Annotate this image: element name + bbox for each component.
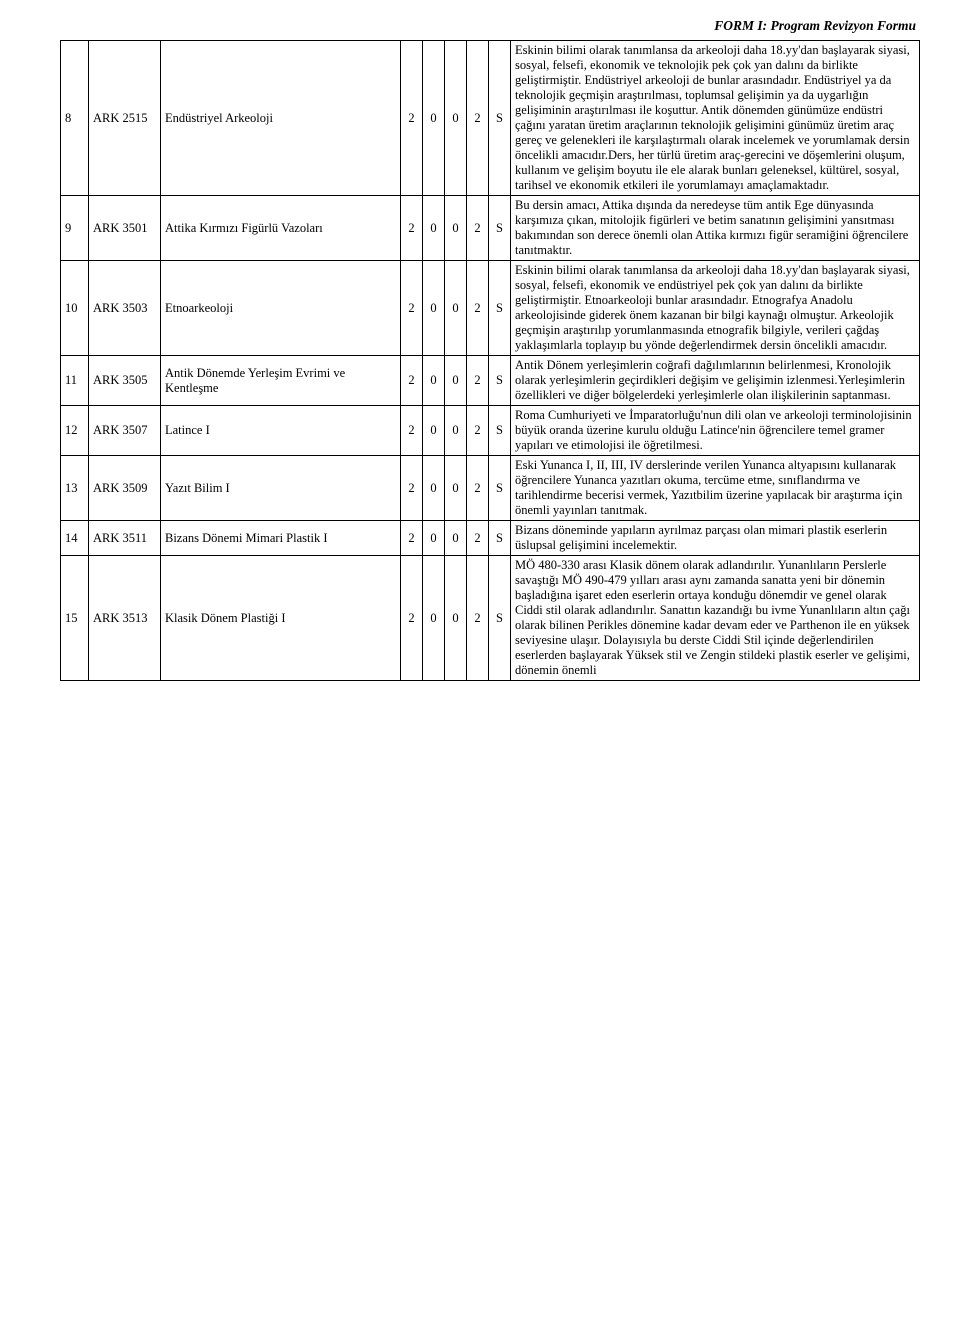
col-c: 0 (445, 261, 467, 356)
col-c: 0 (445, 406, 467, 456)
col-e: S (489, 196, 511, 261)
col-c: 0 (445, 41, 467, 196)
course-title: Klasik Dönem Plastiği I (161, 556, 401, 681)
col-e: S (489, 456, 511, 521)
course-code: ARK 3505 (89, 356, 161, 406)
row-index: 14 (61, 521, 89, 556)
col-b: 0 (423, 196, 445, 261)
col-b: 0 (423, 406, 445, 456)
course-code: ARK 2515 (89, 41, 161, 196)
col-b: 0 (423, 556, 445, 681)
row-index: 10 (61, 261, 89, 356)
col-b: 0 (423, 356, 445, 406)
course-description: Bu dersin amacı, Attika dışında da nered… (511, 196, 920, 261)
col-c: 0 (445, 196, 467, 261)
row-index: 9 (61, 196, 89, 261)
table-row: 11ARK 3505Antik Dönemde Yerleşim Evrimi … (61, 356, 920, 406)
col-e: S (489, 556, 511, 681)
col-e: S (489, 521, 511, 556)
course-title: Antik Dönemde Yerleşim Evrimi ve Kentleş… (161, 356, 401, 406)
course-code: ARK 3503 (89, 261, 161, 356)
col-b: 0 (423, 261, 445, 356)
course-description: MÖ 480-330 arası Klasik dönem olarak adl… (511, 556, 920, 681)
course-description: Roma Cumhuriyeti ve İmparatorluğu'nun di… (511, 406, 920, 456)
course-title: Endüstriyel Arkeoloji (161, 41, 401, 196)
course-title: Bizans Dönemi Mimari Plastik I (161, 521, 401, 556)
course-code: ARK 3501 (89, 196, 161, 261)
table-row: 15ARK 3513Klasik Dönem Plastiği I2002SMÖ… (61, 556, 920, 681)
row-index: 12 (61, 406, 89, 456)
row-index: 13 (61, 456, 89, 521)
col-a: 2 (401, 41, 423, 196)
course-code: ARK 3509 (89, 456, 161, 521)
col-c: 0 (445, 356, 467, 406)
col-e: S (489, 406, 511, 456)
col-c: 0 (445, 521, 467, 556)
col-e: S (489, 261, 511, 356)
col-d: 2 (467, 406, 489, 456)
col-d: 2 (467, 261, 489, 356)
course-title: Etnoarkeoloji (161, 261, 401, 356)
col-c: 0 (445, 456, 467, 521)
course-description: Antik Dönem yerleşimlerin coğrafi dağılı… (511, 356, 920, 406)
course-description: Eskinin bilimi olarak tanımlansa da arke… (511, 261, 920, 356)
col-d: 2 (467, 456, 489, 521)
col-b: 0 (423, 521, 445, 556)
col-e: S (489, 356, 511, 406)
row-index: 11 (61, 356, 89, 406)
table-row: 13ARK 3509Yazıt Bilim I2002SEski Yunanca… (61, 456, 920, 521)
table-row: 10ARK 3503Etnoarkeoloji2002SEskinin bili… (61, 261, 920, 356)
course-title: Yazıt Bilim I (161, 456, 401, 521)
col-e: S (489, 41, 511, 196)
col-d: 2 (467, 41, 489, 196)
table-row: 9ARK 3501Attika Kırmızı Figürlü Vazoları… (61, 196, 920, 261)
course-code: ARK 3513 (89, 556, 161, 681)
col-a: 2 (401, 356, 423, 406)
col-c: 0 (445, 556, 467, 681)
course-description: Bizans döneminde yapıların ayrılmaz parç… (511, 521, 920, 556)
table-row: 12ARK 3507Latince I2002SRoma Cumhuriyeti… (61, 406, 920, 456)
course-code: ARK 3507 (89, 406, 161, 456)
col-d: 2 (467, 356, 489, 406)
course-description: Eskinin bilimi olarak tanımlansa da arke… (511, 41, 920, 196)
col-b: 0 (423, 41, 445, 196)
course-description: Eski Yunanca I, II, III, IV derslerinde … (511, 456, 920, 521)
col-d: 2 (467, 196, 489, 261)
col-a: 2 (401, 261, 423, 356)
col-a: 2 (401, 196, 423, 261)
col-a: 2 (401, 456, 423, 521)
course-title: Latince I (161, 406, 401, 456)
row-index: 15 (61, 556, 89, 681)
table-row: 14ARK 3511Bizans Dönemi Mimari Plastik I… (61, 521, 920, 556)
table-row: 8ARK 2515Endüstriyel Arkeoloji2002SEskin… (61, 41, 920, 196)
col-a: 2 (401, 556, 423, 681)
course-title: Attika Kırmızı Figürlü Vazoları (161, 196, 401, 261)
col-d: 2 (467, 556, 489, 681)
col-b: 0 (423, 456, 445, 521)
col-d: 2 (467, 521, 489, 556)
page-header: FORM I: Program Revizyon Formu (60, 18, 920, 34)
course-table: 8ARK 2515Endüstriyel Arkeoloji2002SEskin… (60, 40, 920, 681)
row-index: 8 (61, 41, 89, 196)
col-a: 2 (401, 406, 423, 456)
col-a: 2 (401, 521, 423, 556)
course-code: ARK 3511 (89, 521, 161, 556)
